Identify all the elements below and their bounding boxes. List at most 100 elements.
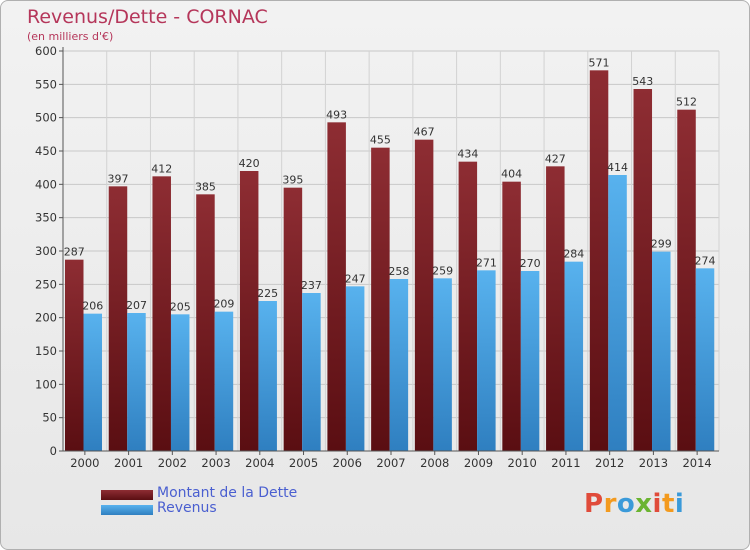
bar-debt-2011	[546, 166, 565, 452]
data-label-debt-2012: 571	[589, 56, 610, 69]
bar-debt-2009	[458, 161, 478, 451]
data-label-debt-2008: 467	[414, 126, 435, 139]
y-tick-label-350: 350	[35, 211, 57, 225]
x-tick-label-2005: 2005	[289, 456, 318, 470]
data-label-revenue-2010: 270	[520, 257, 541, 270]
x-tick-label-2001: 2001	[114, 456, 143, 470]
data-label-debt-2013: 543	[632, 75, 653, 88]
data-label-debt-2004: 420	[239, 157, 260, 170]
bar-debt-2003	[196, 194, 215, 452]
x-tick-label-2012: 2012	[595, 456, 624, 470]
bar-revenue-2006	[345, 286, 365, 451]
bar-revenue-2003	[214, 311, 234, 451]
data-label-revenue-2014: 274	[695, 254, 716, 267]
bar-debt-2014	[677, 109, 696, 452]
legend-label-revenue: Revenus	[157, 500, 217, 516]
bar-debt-2004	[239, 171, 259, 451]
x-tick-label-2006: 2006	[333, 456, 362, 470]
bar-revenue-2002	[170, 314, 190, 451]
bar-debt-2013	[633, 89, 653, 451]
legend-swatch-debt	[101, 490, 153, 500]
data-label-revenue-2011: 284	[563, 248, 584, 261]
y-tick-label-0: 0	[50, 444, 57, 458]
bar-debt-2000	[65, 259, 84, 451]
data-label-revenue-2000: 206	[82, 300, 103, 313]
bar-debt-2012	[589, 70, 609, 451]
data-label-debt-2003: 385	[195, 180, 216, 193]
data-label-revenue-2006: 247	[345, 272, 366, 285]
y-tick-label-200: 200	[35, 311, 57, 325]
x-tick-label-2000: 2000	[70, 456, 99, 470]
data-label-revenue-2009: 271	[476, 256, 497, 269]
brand-letter-6: i	[674, 489, 685, 519]
data-label-debt-2011: 427	[545, 152, 566, 165]
bar-debt-2010	[502, 181, 521, 451]
bar-debt-2007	[371, 147, 390, 451]
bar-revenue-2011	[564, 261, 584, 451]
data-label-debt-2010: 404	[501, 168, 522, 181]
data-label-revenue-2004: 225	[257, 287, 278, 300]
data-label-revenue-2005: 237	[301, 279, 322, 292]
x-tick-label-2003: 2003	[201, 456, 230, 470]
bar-debt-2006	[327, 122, 346, 451]
x-tick-label-2002: 2002	[158, 456, 187, 470]
data-label-debt-2001: 397	[107, 172, 128, 185]
y-tick-label-450: 450	[35, 144, 57, 158]
data-label-revenue-2007: 258	[388, 265, 409, 278]
brand-letter-0: P	[584, 489, 604, 519]
x-tick-label-2007: 2007	[376, 456, 405, 470]
y-tick-label-550: 550	[35, 77, 57, 91]
bar-revenue-2012	[608, 175, 627, 451]
bar-revenue-2001	[127, 313, 146, 451]
bars	[65, 70, 715, 452]
bar-revenue-2008	[433, 278, 452, 451]
x-tick-label-2014: 2014	[682, 456, 711, 470]
data-label-debt-2014: 512	[676, 96, 697, 109]
chart-title: Revenus/Dette - CORNAC	[27, 6, 268, 28]
data-labels: 287 397 412 385 420 395 493 455 467 434 404 427 571 5…	[64, 56, 716, 313]
x-tick-label-2013: 2013	[639, 456, 668, 470]
data-label-debt-2000: 287	[64, 246, 85, 259]
brand-letter-2: o	[616, 489, 636, 519]
legend-swatch-revenue	[101, 505, 153, 515]
data-label-revenue-2008: 259	[432, 264, 453, 277]
data-label-revenue-2001: 207	[126, 299, 147, 312]
y-tick-label-500: 500	[35, 111, 57, 125]
y-tick-label-50: 50	[42, 411, 57, 425]
bar-revenue-2014	[695, 268, 715, 451]
brand-letter-4: i	[652, 489, 662, 519]
bar-revenue-2000	[83, 313, 102, 451]
bar-debt-2002	[152, 176, 171, 452]
brand-letter-5: t	[661, 489, 675, 519]
chart-subtitle: (en milliers d'€)	[27, 30, 114, 43]
data-label-debt-2005: 395	[282, 174, 303, 187]
y-tick-label-600: 600	[35, 44, 57, 58]
data-label-revenue-2012: 414	[607, 161, 628, 174]
y-tick-label-150: 150	[35, 344, 57, 358]
data-label-revenue-2013: 299	[651, 238, 672, 251]
x-tick-label-2004: 2004	[245, 456, 274, 470]
bar-revenue-2010	[520, 271, 540, 451]
brand-logo: Proxiti	[584, 489, 684, 519]
plot-area: 287 397 412 385 420 395 493 455 467 434 404 427 571 5…	[35, 44, 720, 470]
x-tick-label-2009: 2009	[464, 456, 493, 470]
bar-revenue-2013	[652, 251, 671, 451]
brand-letter-1: r	[603, 489, 617, 519]
data-label-debt-2009: 434	[457, 148, 478, 161]
y-tick-label-400: 400	[35, 177, 57, 191]
x-tick-label-2008: 2008	[420, 456, 449, 470]
x-tick-label-2010: 2010	[508, 456, 537, 470]
brand-letter-3: x	[635, 489, 653, 519]
data-label-revenue-2003: 209	[213, 298, 234, 311]
y-tick-label-300: 300	[35, 244, 57, 258]
bar-debt-2005	[283, 187, 303, 451]
bar-debt-2001	[108, 186, 128, 452]
bar-revenue-2004	[258, 301, 277, 451]
data-label-debt-2002: 412	[151, 162, 172, 175]
y-tick-label-250: 250	[35, 277, 57, 291]
bar-revenue-2005	[302, 293, 321, 451]
bar-debt-2008	[414, 139, 434, 451]
data-label-debt-2006: 493	[326, 108, 347, 121]
axes: 0 50 100 150 200 250 300 350 400 450 500 550 600 2000…	[35, 44, 719, 470]
x-tick-label-2011: 2011	[551, 456, 580, 470]
